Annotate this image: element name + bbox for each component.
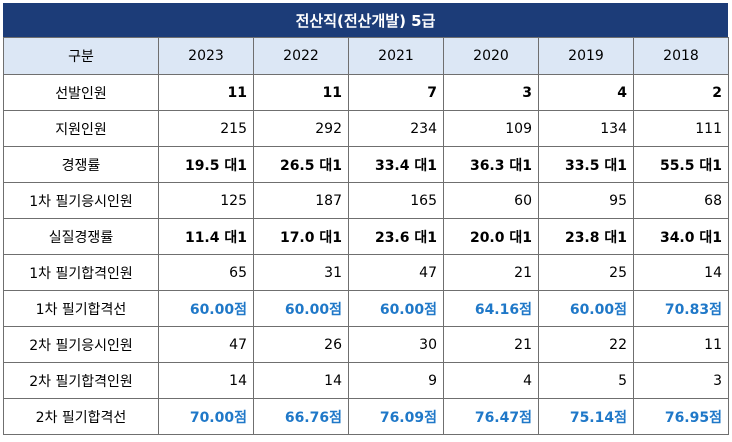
table-row: 선발인원 11 11 7 3 4 2	[3, 74, 729, 111]
table-cell: 66.76점	[253, 398, 349, 435]
table-cell: 215	[158, 110, 254, 147]
table-cell: 31	[253, 254, 349, 291]
table-cell: 64.16점	[443, 290, 539, 327]
table-cell: 60.00점	[538, 290, 634, 327]
table-cell: 11.4 대1	[158, 218, 254, 255]
table-cell: 47	[158, 326, 254, 363]
header-year: 2022	[253, 37, 349, 75]
table-cell: 60.00점	[253, 290, 349, 327]
table-cell: 2	[633, 74, 729, 111]
table-row: 2차 필기합격인원 14 14 9 4 5 3	[3, 362, 729, 399]
table-cell: 70.00점	[158, 398, 254, 435]
table-cell: 76.47점	[443, 398, 539, 435]
table-cell: 26.5 대1	[253, 146, 349, 183]
stats-table: 구분 2023 2022 2021 2020 2019 2018 선발인원 11 1…	[3, 37, 729, 435]
table-cell: 75.14점	[538, 398, 634, 435]
table-cell: 5	[538, 362, 634, 399]
table-cell: 21	[443, 254, 539, 291]
table-cell: 68	[633, 182, 729, 219]
table-cell: 76.95점	[633, 398, 729, 435]
table-cell: 17.0 대1	[253, 218, 349, 255]
header-year: 2021	[348, 37, 444, 75]
table-cell: 21	[443, 326, 539, 363]
table-cell: 111	[633, 110, 729, 147]
header-year: 2018	[633, 37, 729, 75]
table-cell: 26	[253, 326, 349, 363]
table-cell: 11	[633, 326, 729, 363]
table-row: 1차 필기합격선 60.00점 60.00점 60.00점 64.16점 60.00점 70…	[3, 290, 729, 327]
stats-table-container: 전산직(전산개발) 5급 구분 2023 2022 2021 2020 2019…	[3, 3, 729, 437]
table-cell: 25	[538, 254, 634, 291]
table-row: 지원인원 215 292 234 109 134 111	[3, 110, 729, 147]
table-cell: 20.0 대1	[443, 218, 539, 255]
table-cell: 7	[348, 74, 444, 111]
table-cell: 234	[348, 110, 444, 147]
table-cell: 60.00점	[158, 290, 254, 327]
table-title: 전산직(전산개발) 5급	[3, 3, 728, 37]
table-row: 1차 필기합격인원 65 31 47 21 25 14	[3, 254, 729, 291]
table-cell: 292	[253, 110, 349, 147]
row-label: 경쟁률	[3, 146, 159, 183]
table-cell: 134	[538, 110, 634, 147]
table-cell: 33.4 대1	[348, 146, 444, 183]
table-cell: 76.09점	[348, 398, 444, 435]
row-label: 2차 필기합격선	[3, 398, 159, 435]
table-cell: 30	[348, 326, 444, 363]
row-label: 2차 필기응시인원	[3, 326, 159, 363]
table-row: 2차 필기응시인원 47 26 30 21 22 11	[3, 326, 729, 363]
table-cell: 3	[633, 362, 729, 399]
row-label: 선발인원	[3, 74, 159, 111]
table-cell: 60	[443, 182, 539, 219]
table-cell: 33.5 대1	[538, 146, 634, 183]
table-cell: 11	[158, 74, 254, 111]
table-cell: 60.00점	[348, 290, 444, 327]
table-cell: 14	[633, 254, 729, 291]
table-cell: 4	[443, 362, 539, 399]
table-cell: 19.5 대1	[158, 146, 254, 183]
row-label: 1차 필기합격선	[3, 290, 159, 327]
row-label: 1차 필기응시인원	[3, 182, 159, 219]
table-cell: 109	[443, 110, 539, 147]
row-label: 지원인원	[3, 110, 159, 147]
table-cell: 55.5 대1	[633, 146, 729, 183]
table-cell: 3	[443, 74, 539, 111]
table-cell: 47	[348, 254, 444, 291]
table-row: 1차 필기응시인원 125 187 165 60 95 68	[3, 182, 729, 219]
table-cell: 22	[538, 326, 634, 363]
table-cell: 70.83점	[633, 290, 729, 327]
table-cell: 36.3 대1	[443, 146, 539, 183]
row-label: 2차 필기합격인원	[3, 362, 159, 399]
row-label: 실질경쟁률	[3, 218, 159, 255]
table-cell: 125	[158, 182, 254, 219]
table-cell: 165	[348, 182, 444, 219]
header-year: 2019	[538, 37, 634, 75]
table-cell: 187	[253, 182, 349, 219]
table-cell: 95	[538, 182, 634, 219]
table-cell: 23.8 대1	[538, 218, 634, 255]
table-cell: 4	[538, 74, 634, 111]
table-cell: 14	[158, 362, 254, 399]
table-row: 경쟁률 19.5 대1 26.5 대1 33.4 대1 36.3 대1 33.5 대1 55…	[3, 146, 729, 183]
table-cell: 11	[253, 74, 349, 111]
table-cell: 34.0 대1	[633, 218, 729, 255]
table-row: 2차 필기합격선 70.00점 66.76점 76.09점 76.47점 75.14점 76…	[3, 398, 729, 435]
table-cell: 65	[158, 254, 254, 291]
header-label: 구분	[3, 37, 159, 75]
table-body: 구분 2023 2022 2021 2020 2019 2018 선발인원 11 1…	[3, 37, 729, 435]
table-cell: 14	[253, 362, 349, 399]
header-year: 2023	[158, 37, 254, 75]
header-row: 구분 2023 2022 2021 2020 2019 2018	[3, 37, 729, 75]
table-row: 실질경쟁률 11.4 대1 17.0 대1 23.6 대1 20.0 대1 23.8 대1…	[3, 218, 729, 255]
table-cell: 9	[348, 362, 444, 399]
table-cell: 23.6 대1	[348, 218, 444, 255]
row-label: 1차 필기합격인원	[3, 254, 159, 291]
header-year: 2020	[443, 37, 539, 75]
